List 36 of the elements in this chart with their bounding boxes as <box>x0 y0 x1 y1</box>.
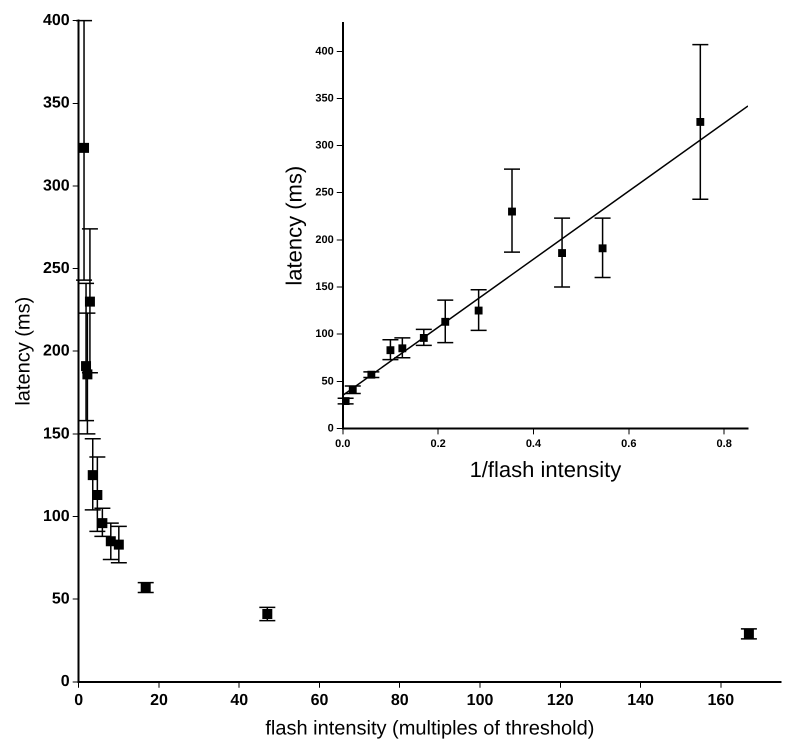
y-tick-label: 0 <box>60 673 70 690</box>
x-tick-label: 0.6 <box>621 438 636 450</box>
y-tick-label: 250 <box>42 260 70 277</box>
y-tick-label: 150 <box>42 425 70 442</box>
y-tick-label: 50 <box>322 375 334 388</box>
x-tick-label: 0.2 <box>430 438 446 450</box>
y-tick-label: 350 <box>42 94 70 112</box>
x-tick-label: 0.0 <box>335 438 350 450</box>
x-axis-title: flash intensity (multiples of threshold) <box>265 718 594 740</box>
x-tick-label: 40 <box>230 692 248 709</box>
y-axis-title: latency (ms) <box>12 296 35 406</box>
x-axis-title: 1/flash intensity <box>470 456 622 482</box>
x-tick-label: 60 <box>310 692 328 709</box>
x-tick-label: 0.4 <box>526 438 542 450</box>
y-tick-label: 100 <box>42 508 70 525</box>
y-axis-title: latency (ms) <box>281 166 306 286</box>
y-tick-label: 250 <box>315 186 334 199</box>
x-tick-label: 80 <box>390 692 409 709</box>
x-tick-label: 120 <box>546 692 574 709</box>
x-tick-label: 100 <box>466 692 494 709</box>
y-tick-label: 150 <box>315 281 334 294</box>
x-tick-label: 0.8 <box>716 438 732 450</box>
y-tick-label: 50 <box>52 590 70 608</box>
x-tick-label: 160 <box>707 692 734 709</box>
y-tick-label: 300 <box>42 177 70 194</box>
y-tick-label: 400 <box>42 12 70 30</box>
y-tick-label: 100 <box>315 328 334 340</box>
y-tick-label: 400 <box>315 45 334 58</box>
y-tick-label: 200 <box>315 234 334 246</box>
x-tick-label: 0 <box>74 692 84 709</box>
y-tick-label: 0 <box>328 422 334 434</box>
y-tick-label: 350 <box>315 92 334 104</box>
x-tick-label: 20 <box>150 692 168 709</box>
y-tick-label: 300 <box>315 140 334 152</box>
y-tick-label: 200 <box>42 342 70 360</box>
x-tick-label: 140 <box>627 692 654 709</box>
